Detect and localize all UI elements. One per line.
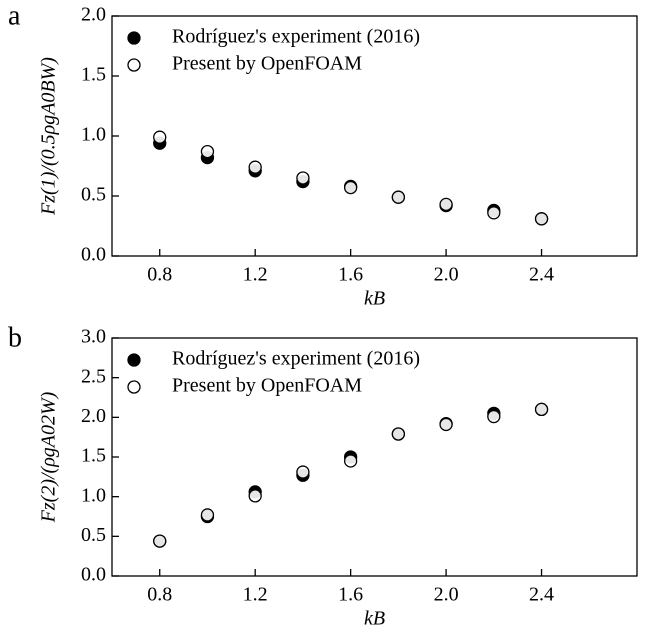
y-tick-label: 1.0: [81, 484, 106, 506]
x-tick-label: 0.8: [147, 264, 172, 286]
x-tick-label: 1.2: [243, 584, 268, 606]
y-tick-label: 1.5: [81, 445, 106, 467]
data-point: [296, 465, 310, 479]
legend-marker: [127, 58, 141, 72]
x-axis-label: kB: [364, 608, 385, 630]
data-point: [487, 206, 501, 220]
legend-label: Rodríguez's experiment (2016): [172, 348, 420, 370]
data-point: [487, 409, 501, 424]
data-point: [343, 180, 358, 195]
legend-label: Present by OpenFOAM: [172, 53, 362, 75]
y-axis-label: Fz(1)/(0.5ρgA0BW): [38, 57, 60, 216]
data-point: [439, 197, 453, 212]
x-tick-label: 2.4: [529, 264, 554, 286]
panel-label: a: [8, 0, 21, 31]
y-tick-label: 0.5: [81, 524, 106, 546]
data-point: [248, 160, 262, 174]
data-point: [534, 212, 549, 226]
y-tick-label: 2.0: [81, 405, 106, 427]
y-tick-label: 3.0: [81, 326, 106, 348]
data-point: [153, 130, 167, 144]
x-tick-label: 0.8: [147, 584, 172, 606]
x-tick-label: 1.6: [338, 264, 363, 286]
panel-label: b: [8, 322, 22, 353]
y-tick-label: 1.5: [81, 64, 106, 86]
data-point: [439, 417, 453, 432]
data-point: [248, 489, 262, 503]
data-point: [153, 534, 167, 548]
data-point: [343, 454, 358, 468]
x-tick-label: 2.0: [434, 264, 459, 286]
x-axis-label: kB: [364, 288, 385, 310]
data-point: [534, 402, 549, 417]
y-tick-label: 2.5: [81, 365, 106, 387]
data-point: [391, 427, 406, 441]
legend-marker: [127, 353, 141, 367]
data-point: [391, 190, 406, 204]
legend-label: Present by OpenFOAM: [172, 375, 362, 397]
data-point: [296, 171, 310, 185]
x-tick-label: 2.0: [434, 584, 459, 606]
y-tick-label: 1.0: [81, 124, 106, 146]
x-tick-label: 2.4: [529, 584, 554, 606]
y-tick-label: 0.0: [81, 564, 106, 586]
x-tick-label: 1.2: [243, 264, 268, 286]
legend-label: Rodríguez's experiment (2016): [172, 26, 420, 48]
data-point: [200, 508, 215, 522]
x-tick-label: 1.6: [338, 584, 363, 606]
y-tick-label: 0.0: [81, 244, 106, 266]
y-axis-label: Fz(2)/(ρgA02W): [38, 391, 60, 523]
y-tick-label: 0.5: [81, 184, 106, 206]
data-point: [200, 144, 215, 159]
legend-marker: [127, 31, 141, 45]
legend-marker: [127, 380, 141, 394]
y-tick-label: 2.0: [81, 4, 106, 26]
